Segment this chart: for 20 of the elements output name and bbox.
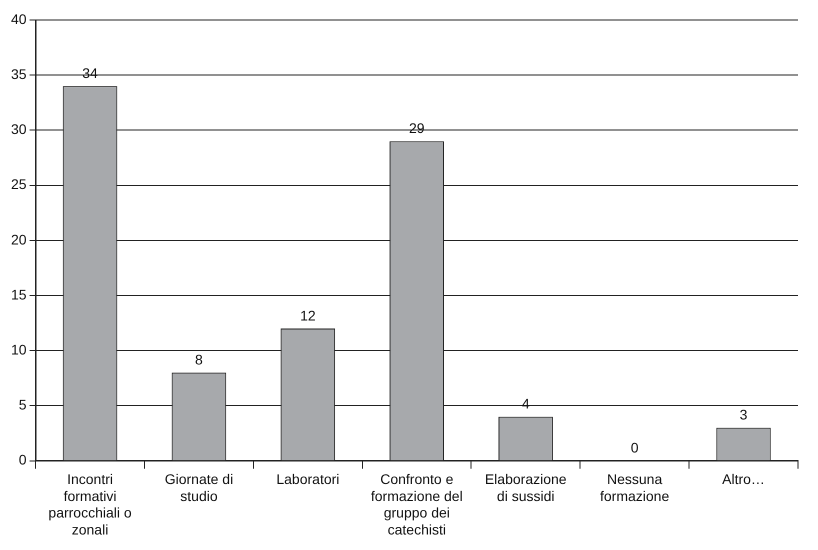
y-tick-label: 20 (10, 231, 27, 248)
y-tick-label: 15 (10, 286, 27, 302)
y-tick-label: 25 (10, 176, 27, 192)
y-tick-label: 5 (18, 396, 27, 413)
y-tick-label: 30 (10, 121, 27, 138)
data-label: 0 (630, 440, 639, 456)
y-tick-label: 35 (10, 66, 27, 82)
y-tick-label: 40 (10, 10, 27, 27)
x-tick-label: Altro… (722, 471, 765, 488)
data-label: 3 (740, 406, 748, 423)
x-tick-label: Incontri formativi parrocchiali o zonali (48, 471, 132, 538)
data-label: 8 (195, 352, 204, 368)
data-label: 12 (300, 307, 316, 324)
x-tick-label: Confronto e formazione del gruppo dei catechisti (370, 471, 463, 538)
x-tick-label: Nessuna formazione (600, 471, 670, 504)
y-tick-label: 10 (10, 341, 27, 358)
x-tick-label: Laboratori (276, 471, 340, 488)
x-tick-label: Giornate di studio (164, 471, 234, 504)
x-tick-label: Elaborazione di sussidi (484, 471, 567, 504)
y-tick-label: 0 (18, 452, 27, 468)
